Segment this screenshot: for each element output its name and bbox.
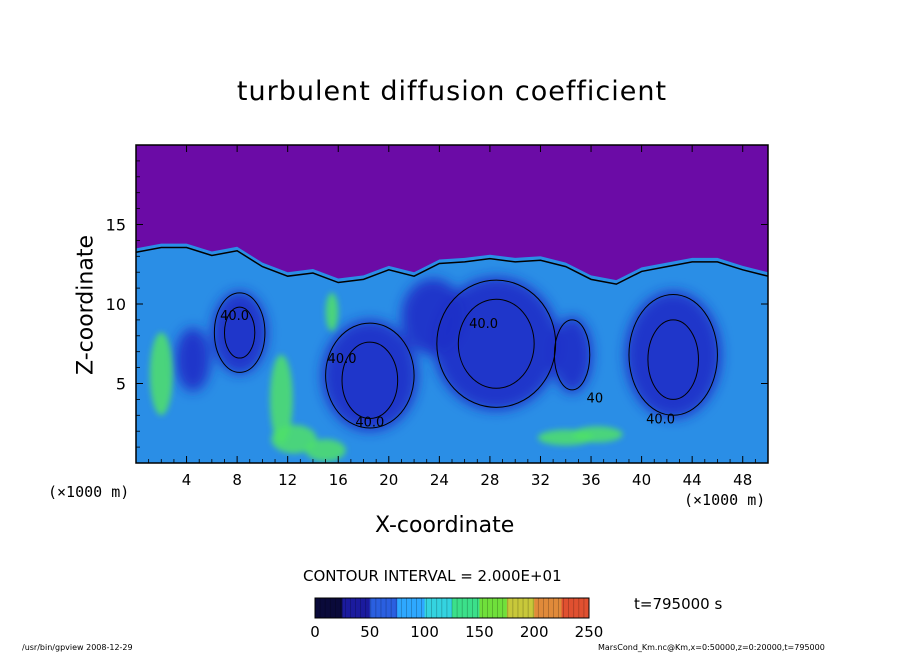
low-value-blob bbox=[625, 291, 722, 419]
x-tick-label: 20 bbox=[379, 471, 398, 489]
colorbar-tick-label: 0 bbox=[310, 623, 320, 641]
contour-lines bbox=[136, 246, 768, 429]
low-value-blob bbox=[551, 316, 593, 394]
x-tick-label: 44 bbox=[683, 471, 702, 489]
x-tick-label: 8 bbox=[232, 471, 242, 489]
high-value-blob bbox=[269, 354, 293, 444]
contour-label: 40.0 bbox=[328, 352, 357, 367]
colorbar-ticks: 0 50 100 150 200 250 bbox=[310, 623, 603, 641]
colorbar-cell bbox=[561, 598, 590, 618]
low-value-blob bbox=[211, 291, 268, 374]
colorbar-cell bbox=[369, 598, 398, 618]
colorbar-cell bbox=[534, 598, 563, 618]
contour-line bbox=[647, 319, 699, 400]
x-tick-label: 24 bbox=[430, 471, 449, 489]
colorbar-tick-label: 200 bbox=[520, 623, 549, 641]
colorbar-cell bbox=[342, 598, 371, 618]
contour-line bbox=[341, 341, 399, 419]
low-value-blob bbox=[175, 327, 211, 392]
contour-label: 40.0 bbox=[220, 309, 249, 324]
low-value-regions bbox=[175, 276, 722, 432]
chart-title: turbulent diffusion coefficient bbox=[236, 76, 668, 107]
footer-command: /usr/bin/gpview 2008-12-29 bbox=[22, 643, 133, 652]
y-tick-label: 10 bbox=[106, 295, 126, 314]
colorbar-cell bbox=[506, 598, 535, 618]
x-tick-label: 4 bbox=[182, 471, 192, 489]
x-tick-label: 28 bbox=[480, 471, 499, 489]
colorbar-cell bbox=[397, 598, 426, 618]
contour-label: 40 bbox=[587, 392, 604, 407]
x-tick-label: 16 bbox=[329, 471, 348, 489]
high-value-blob bbox=[149, 332, 173, 416]
x-axis-label: X-coordinate bbox=[375, 513, 515, 538]
colorbar-tick-label: 50 bbox=[360, 623, 379, 641]
high-value-blob bbox=[325, 292, 339, 332]
x-tick-label: 36 bbox=[581, 471, 600, 489]
colorbar-cell bbox=[424, 598, 453, 618]
low-value-blob bbox=[321, 319, 418, 432]
contour-labels: 40.0 40.0 40.0 40.0 40.0 40 bbox=[220, 309, 675, 431]
x-unit-label-right: (×1000 m) bbox=[684, 491, 766, 509]
colorbar-cells bbox=[315, 598, 590, 618]
x-tick-label: 40 bbox=[632, 471, 651, 489]
upper-stable-layer bbox=[136, 145, 768, 281]
colorbar-cell bbox=[452, 598, 480, 618]
low-value-blob bbox=[433, 276, 560, 411]
x-tick-label: 12 bbox=[278, 471, 297, 489]
contour-line bbox=[457, 298, 535, 389]
colorbar-cell bbox=[315, 598, 343, 618]
footer-source: MarsCond_Km.nc@Km,x=0:50000,z=0:20000,t=… bbox=[598, 643, 825, 652]
colorbar-tick-label: 250 bbox=[575, 623, 604, 641]
colorbar-tick-label: 150 bbox=[465, 623, 494, 641]
low-value-blob bbox=[401, 278, 465, 355]
colorbar-tick-label: 100 bbox=[410, 623, 439, 641]
y-tick-label: 5 bbox=[116, 375, 126, 394]
time-label: t=795000 s bbox=[634, 595, 723, 613]
high-value-blob bbox=[305, 439, 346, 462]
y-tick-label: 15 bbox=[106, 216, 126, 235]
x-unit-label-left: (×1000 m) bbox=[48, 483, 130, 501]
contour-interval-label: CONTOUR INTERVAL = 2.000E+01 bbox=[303, 567, 562, 585]
field-layer: 40.0 40.0 40.0 40.0 40.0 40 bbox=[136, 145, 768, 463]
contour-label: 40.0 bbox=[646, 412, 675, 427]
x-tick-label: 32 bbox=[531, 471, 550, 489]
contour-line bbox=[136, 246, 768, 285]
colorbar-cell bbox=[479, 598, 508, 618]
colorbar-frame bbox=[314, 597, 590, 619]
contour-line bbox=[553, 319, 591, 391]
high-value-regions bbox=[149, 292, 623, 462]
high-value-blob bbox=[271, 424, 317, 454]
contour-line bbox=[628, 293, 718, 416]
contour-line bbox=[223, 306, 256, 359]
high-value-blob bbox=[537, 429, 594, 446]
x-tick-label: 48 bbox=[733, 471, 752, 489]
contour-line bbox=[325, 322, 415, 429]
contour-line bbox=[213, 292, 266, 373]
y-axis-ticks: 5 10 15 bbox=[106, 160, 768, 448]
x-axis-ticks: 4 8 12 16 20 24 28 32 36 40 44 48 bbox=[148, 145, 756, 489]
contour-label: 40.0 bbox=[469, 317, 498, 332]
contour-label: 40.0 bbox=[355, 415, 384, 430]
